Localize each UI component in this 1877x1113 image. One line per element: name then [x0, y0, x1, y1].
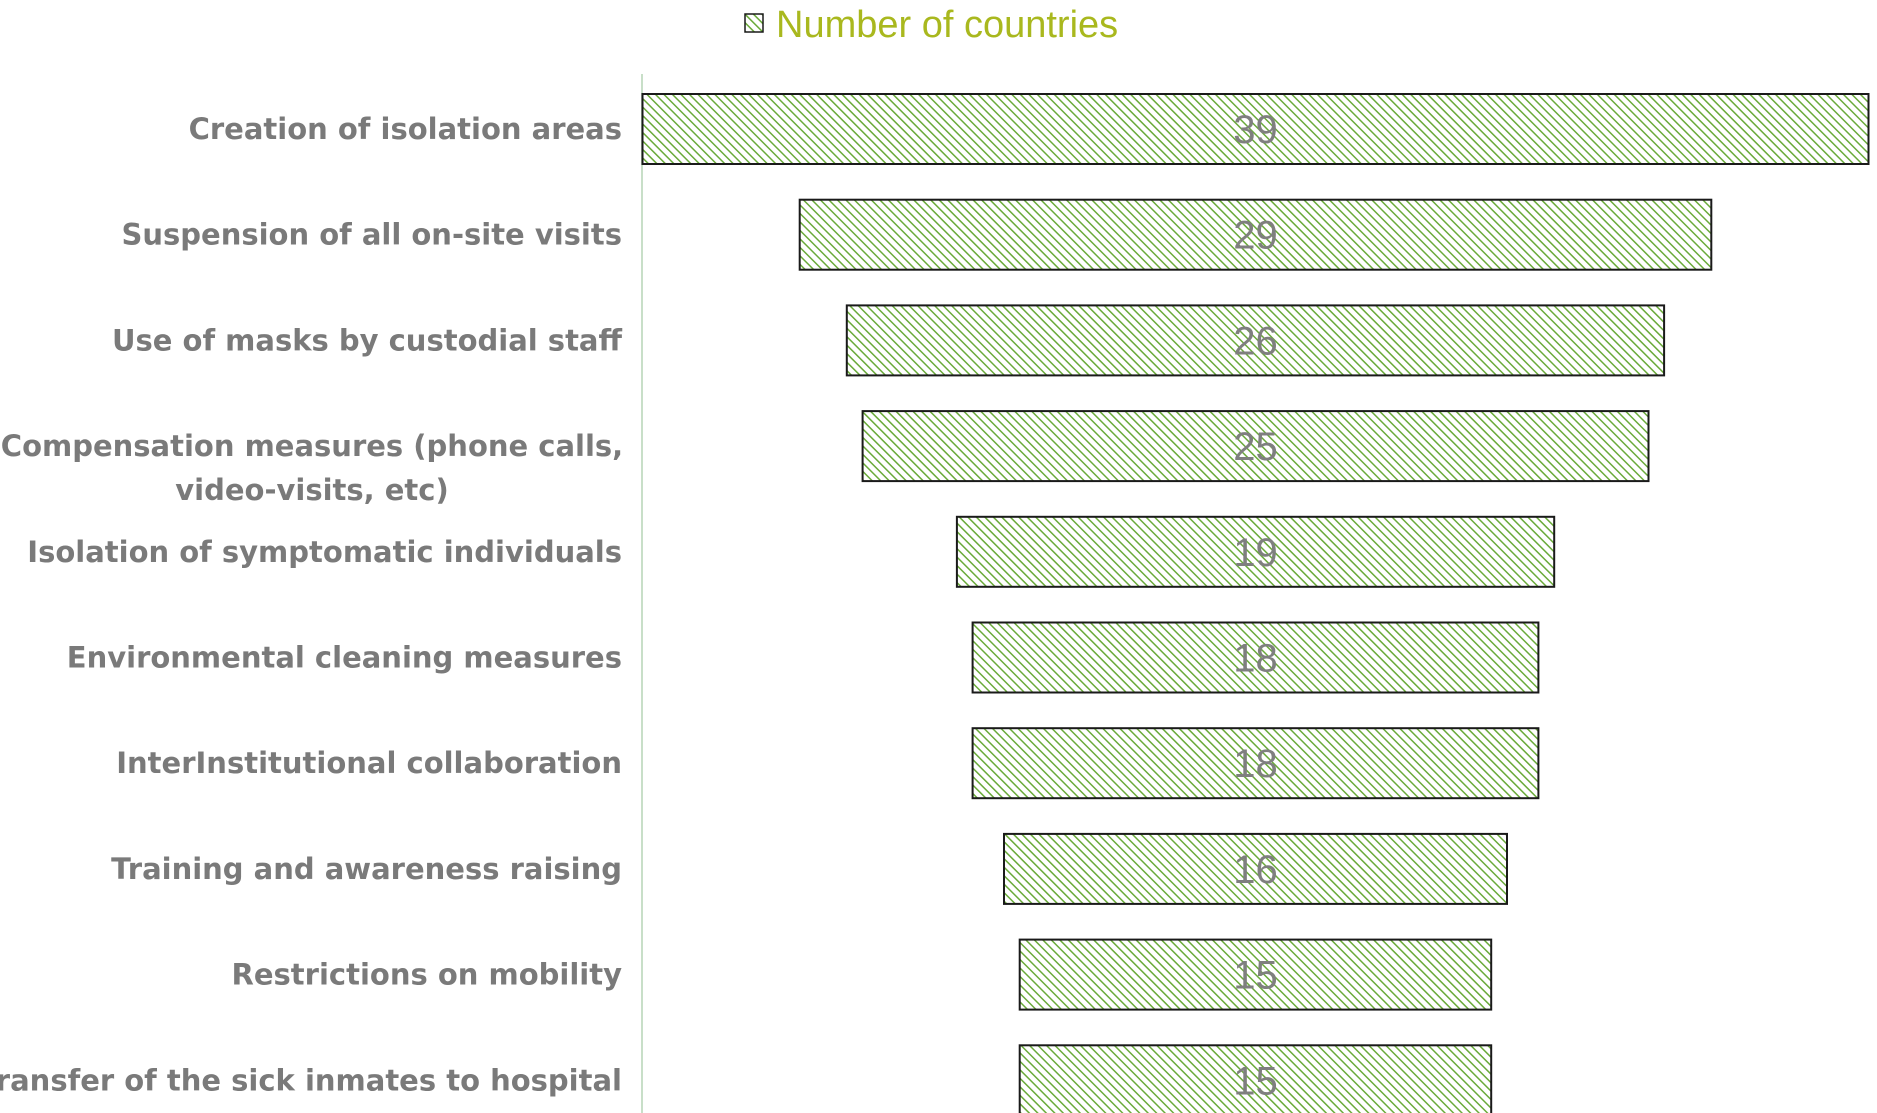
chart-legend: Number of countries — [744, 4, 1118, 46]
data-label: 18 — [1233, 742, 1278, 786]
bar — [1018, 938, 1493, 1011]
category-label: Creation of isolation areas — [189, 112, 622, 146]
category-label: Restrictions on mobility — [232, 958, 623, 992]
category-label: Training and awareness raising — [111, 852, 622, 886]
data-label: 26 — [1233, 319, 1278, 363]
legend-swatch — [744, 13, 764, 33]
bars — [641, 93, 1870, 1113]
data-labels: 39 29 26 25 19 18 18 16 15 15 — [1233, 108, 1278, 1103]
bar — [641, 93, 1870, 165]
bar — [861, 410, 1650, 483]
category-label: Environmental cleaning measures — [67, 641, 622, 675]
data-label: 39 — [1233, 108, 1278, 152]
bar — [798, 198, 1713, 271]
bar — [1018, 1044, 1493, 1113]
data-label: 16 — [1233, 848, 1278, 892]
data-label: 19 — [1233, 531, 1278, 575]
data-label: 15 — [1233, 954, 1278, 998]
legend-label: Number of countries — [776, 4, 1118, 46]
bar — [845, 304, 1666, 377]
category-label: Use of masks by custodial staff — [112, 323, 623, 357]
data-label: 18 — [1233, 637, 1278, 681]
bar — [971, 621, 1540, 694]
data-label: 25 — [1233, 425, 1278, 469]
category-labels: Creation of isolation areas Suspension of… — [0, 112, 623, 1097]
category-label: Isolation of symptomatic individuals — [27, 535, 622, 569]
category-label: Compensation measures (phone calls, video… — [1, 429, 623, 507]
bar — [971, 727, 1540, 800]
bar — [1003, 832, 1508, 905]
category-label: Transfer of the sick inmates to hospital — [0, 1063, 622, 1097]
data-label: 15 — [1233, 1059, 1278, 1103]
bar — [955, 515, 1556, 588]
data-label: 29 — [1233, 214, 1278, 258]
category-label: Suspension of all on-site visits — [121, 218, 622, 252]
category-label: InterInstitutional collaboration — [116, 746, 622, 780]
